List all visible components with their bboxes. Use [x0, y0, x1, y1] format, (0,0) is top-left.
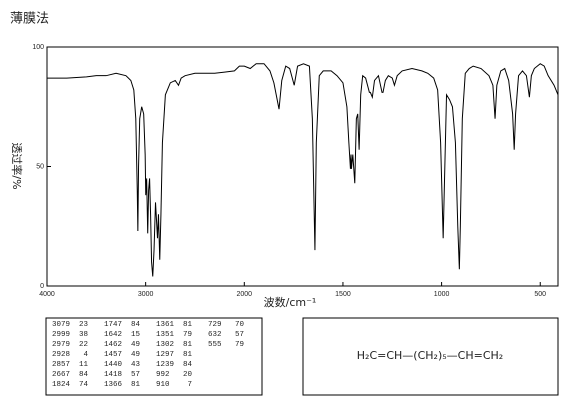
peak-transmittance: 74 — [79, 381, 89, 389]
peak-wavenumber: 729 — [208, 321, 222, 329]
peak-transmittance: 38 — [79, 331, 88, 339]
spectrum-line — [47, 63, 559, 277]
peak-table-box — [45, 317, 263, 396]
peak-wavenumber: 555 — [208, 341, 222, 349]
x-axis-label: 波数/cm⁻¹ — [264, 296, 317, 309]
plot-frame — [46, 46, 559, 287]
peak-wavenumber: 632 — [208, 331, 222, 339]
peak-wavenumber: 1302 — [156, 341, 174, 349]
peak-transmittance: 57 — [131, 371, 140, 379]
peak-wavenumber: 1239 — [156, 361, 174, 369]
peak-transmittance: 81 — [183, 341, 193, 349]
x-tick-label: 4000 — [39, 291, 55, 298]
y-tick-label: 0 — [40, 283, 44, 290]
peak-wavenumber: 1418 — [104, 371, 122, 379]
peak-transmittance: 79 — [235, 341, 244, 349]
peak-transmittance: 84 — [183, 361, 193, 369]
peak-transmittance: 43 — [131, 361, 141, 369]
peak-transmittance: 81 — [183, 351, 193, 359]
peak-transmittance: 11 — [79, 361, 89, 369]
peak-wavenumber: 1297 — [156, 351, 174, 359]
x-tick-label: 1500 — [335, 291, 351, 298]
peak-transmittance: 70 — [235, 321, 245, 329]
y-axis-label: 透过率/% — [10, 142, 24, 189]
peak-wavenumber: 2667 — [52, 371, 70, 379]
peak-wavenumber: 1366 — [104, 381, 123, 389]
peak-wavenumber: 1361 — [156, 321, 175, 329]
y-tick-label: 50 — [36, 163, 44, 170]
peak-wavenumber: 2928 — [52, 351, 70, 359]
peak-transmittance: 20 — [183, 371, 193, 379]
peak-transmittance: 7 — [187, 381, 192, 389]
peak-transmittance: 79 — [183, 331, 192, 339]
peak-transmittance: 57 — [235, 331, 244, 339]
peak-wavenumber: 1747 — [104, 321, 122, 329]
peak-transmittance: 81 — [131, 381, 141, 389]
peak-wavenumber: 2857 — [52, 361, 70, 369]
peak-wavenumber: 1440 — [104, 361, 123, 369]
peak-wavenumber: 2999 — [52, 331, 70, 339]
peak-wavenumber: 1642 — [104, 331, 122, 339]
x-tick-label: 1000 — [434, 291, 450, 298]
peak-wavenumber: 1351 — [156, 331, 175, 339]
peak-transmittance: 15 — [131, 331, 141, 339]
peak-wavenumber: 1462 — [104, 341, 122, 349]
peak-transmittance: 84 — [79, 371, 89, 379]
peak-wavenumber: 2979 — [52, 341, 70, 349]
peak-wavenumber: 1824 — [52, 381, 71, 389]
page-title: 薄膜法 — [10, 12, 49, 27]
y-tick-label: 100 — [32, 44, 44, 51]
peak-wavenumber: 3079 — [52, 321, 70, 329]
peak-wavenumber: 910 — [156, 381, 170, 389]
x-tick-label: 3000 — [138, 291, 154, 298]
peak-transmittance: 81 — [183, 321, 193, 329]
structure-formula: H₂C=CH—(CH₂)₅—CH=CH₂ — [357, 349, 503, 362]
peak-wavenumber: 992 — [156, 371, 170, 379]
peak-transmittance: 84 — [131, 321, 141, 329]
peak-wavenumber: 1457 — [104, 351, 122, 359]
peak-transmittance: 49 — [131, 351, 140, 359]
x-tick-label: 500 — [534, 291, 546, 298]
peak-transmittance: 4 — [83, 351, 88, 359]
x-tick-label: 2000 — [237, 291, 253, 298]
peak-transmittance: 22 — [79, 341, 88, 349]
peak-transmittance: 23 — [79, 321, 89, 329]
peak-transmittance: 49 — [131, 341, 140, 349]
structure-box — [302, 317, 559, 396]
